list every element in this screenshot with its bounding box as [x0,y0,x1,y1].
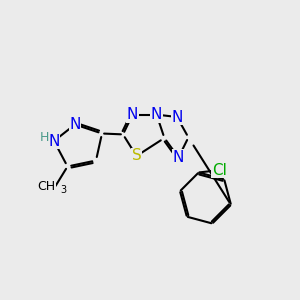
Text: Cl: Cl [212,163,227,178]
Text: N: N [69,117,81,132]
Text: N: N [173,150,184,165]
Text: H: H [40,131,49,144]
Text: N: N [151,107,162,122]
Text: S: S [132,148,141,164]
Text: CH: CH [38,179,56,193]
Text: N: N [48,134,60,148]
Text: N: N [127,107,138,122]
Text: N: N [171,110,183,124]
Text: 3: 3 [60,185,66,195]
